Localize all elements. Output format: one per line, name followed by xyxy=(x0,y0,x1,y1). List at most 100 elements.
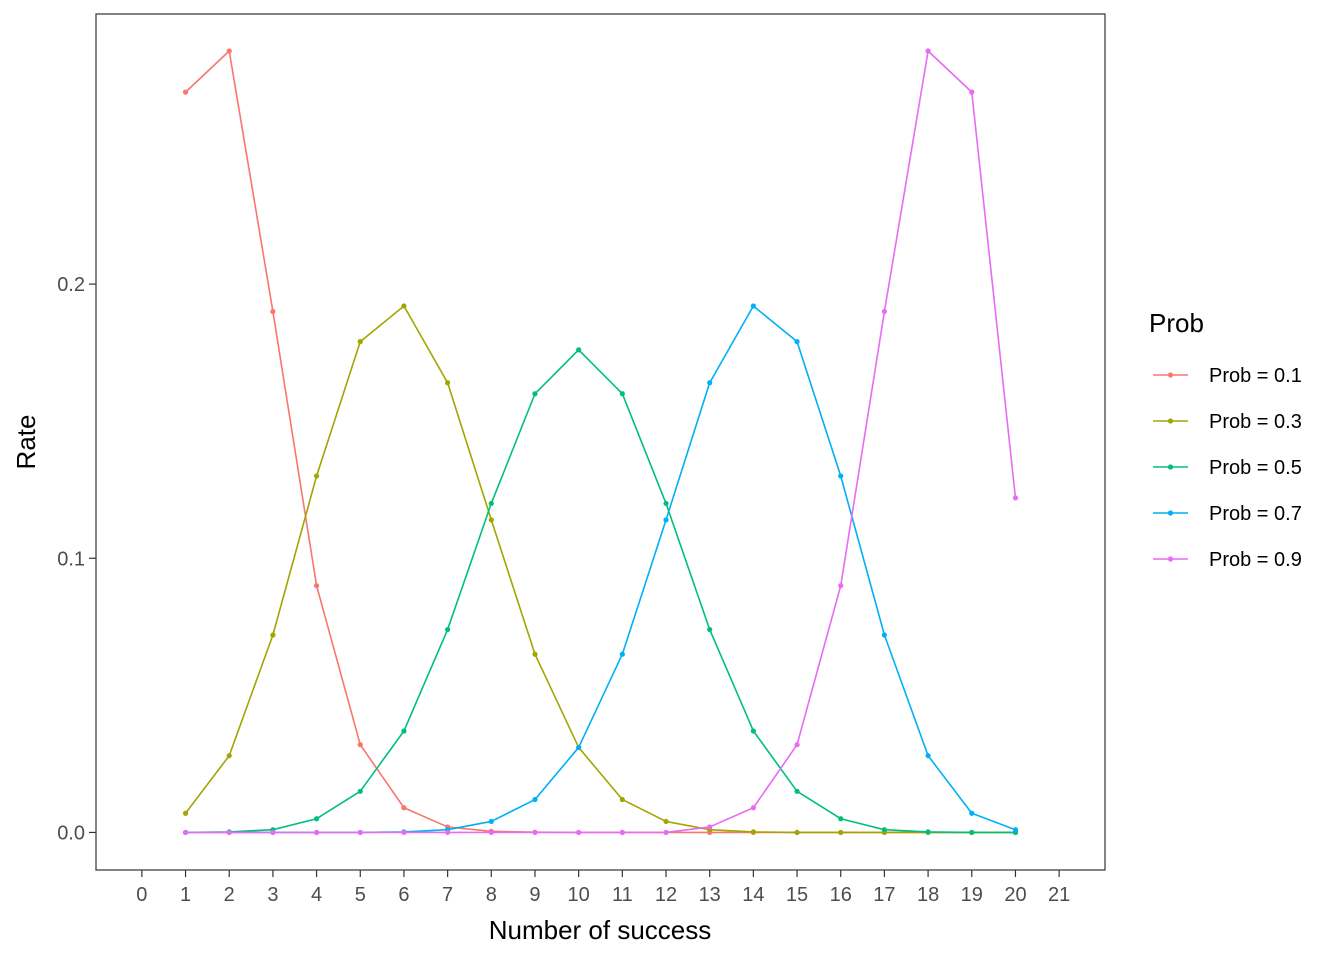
y-tick-label: 0.1 xyxy=(57,548,85,570)
data-point xyxy=(969,810,975,816)
x-tick-label: 2 xyxy=(224,884,235,906)
legend-title: Prob xyxy=(1149,308,1204,338)
data-point xyxy=(313,473,320,479)
x-tick-label: 11 xyxy=(612,884,633,906)
data-point xyxy=(532,796,538,803)
data-point xyxy=(1012,495,1019,501)
data-point xyxy=(925,829,931,835)
data-point xyxy=(226,829,232,836)
data-point xyxy=(838,473,844,479)
series-line xyxy=(185,50,1017,834)
x-tick-label: 1 xyxy=(180,884,191,906)
data-point xyxy=(794,829,800,836)
x-tick-label: 19 xyxy=(961,884,983,906)
data-point xyxy=(226,753,232,759)
data-point xyxy=(576,347,582,353)
x-tick-label: 18 xyxy=(917,884,939,906)
legend-label: Prob = 0.3 xyxy=(1209,411,1302,433)
data-point xyxy=(488,829,494,836)
data-point xyxy=(663,829,669,836)
data-point xyxy=(313,583,320,589)
legend: Prob Prob = 0.1 Prob = 0.3 Prob = 0.5 Prob … xyxy=(1149,308,1302,571)
series-line xyxy=(184,305,1016,834)
data-point xyxy=(445,380,451,386)
x-tick-label: 21 xyxy=(1048,884,1070,906)
legend-label: Prob = 0.7 xyxy=(1209,503,1302,525)
legend-item: Prob = 0.1 xyxy=(1153,365,1302,387)
data-point xyxy=(357,742,363,748)
legend-key-point xyxy=(1167,510,1174,516)
data-point xyxy=(313,829,320,836)
data-point xyxy=(663,818,669,825)
data-point xyxy=(445,829,451,836)
data-point xyxy=(881,632,888,638)
series-5 xyxy=(182,48,1019,836)
series-layer xyxy=(182,48,1019,836)
data-point xyxy=(619,391,625,397)
x-tick-label: 0 xyxy=(136,884,147,906)
x-tick-label: 10 xyxy=(568,884,590,906)
data-point xyxy=(532,391,538,397)
x-tick-label: 6 xyxy=(398,884,409,906)
legend-key-point xyxy=(1167,464,1174,470)
data-point xyxy=(750,805,756,811)
data-point xyxy=(707,824,713,830)
x-tick-label: 9 xyxy=(529,884,540,906)
data-point xyxy=(270,308,276,315)
data-point xyxy=(750,829,756,835)
x-tick-label: 3 xyxy=(267,884,278,906)
data-point xyxy=(969,89,975,95)
data-point xyxy=(488,517,494,523)
data-point xyxy=(357,829,363,836)
data-point xyxy=(707,380,713,386)
data-point xyxy=(270,829,276,836)
data-point xyxy=(182,89,189,95)
data-point xyxy=(488,500,494,507)
data-point xyxy=(576,744,582,751)
legend-key-point xyxy=(1167,372,1174,378)
data-point xyxy=(401,829,407,836)
series-line xyxy=(185,349,1016,834)
legend-label: Prob = 0.5 xyxy=(1209,457,1302,479)
plot-panel xyxy=(95,13,1106,871)
x-tick-label: 15 xyxy=(786,884,808,906)
data-point xyxy=(619,651,625,657)
data-point xyxy=(794,339,800,345)
data-point xyxy=(1012,827,1019,833)
legend-item: Prob = 0.3 xyxy=(1153,411,1302,433)
legend-label: Prob = 0.9 xyxy=(1209,549,1302,571)
x-tick-label: 5 xyxy=(355,884,366,906)
data-point xyxy=(357,788,363,794)
data-point xyxy=(445,626,451,633)
data-point xyxy=(838,829,844,836)
legend-label: Prob = 0.1 xyxy=(1209,365,1302,387)
data-point xyxy=(401,303,407,309)
data-point xyxy=(925,753,931,759)
y-axis-title: Rate xyxy=(11,415,41,470)
x-tick-label: 20 xyxy=(1004,884,1026,906)
data-point xyxy=(969,829,975,836)
legend-item: Prob = 0.9 xyxy=(1153,549,1302,571)
data-point xyxy=(532,829,538,836)
data-point xyxy=(532,651,538,657)
data-point xyxy=(750,303,756,309)
x-axis-title: Number of success xyxy=(489,915,712,945)
x-tick-label: 17 xyxy=(873,884,895,906)
data-point xyxy=(663,517,669,523)
legend-key-point xyxy=(1167,418,1174,424)
y-tick-label: 0.0 xyxy=(57,822,85,844)
data-point xyxy=(401,805,407,811)
data-point xyxy=(313,816,320,822)
data-point xyxy=(838,816,844,822)
data-point xyxy=(707,626,713,633)
x-tick-label: 8 xyxy=(486,884,497,906)
legend-item: Prob = 0.5 xyxy=(1153,457,1302,479)
data-point xyxy=(881,308,888,315)
data-point xyxy=(576,829,582,836)
data-point xyxy=(794,788,800,794)
data-point xyxy=(750,728,756,734)
data-point xyxy=(270,632,276,638)
data-point xyxy=(357,339,363,345)
